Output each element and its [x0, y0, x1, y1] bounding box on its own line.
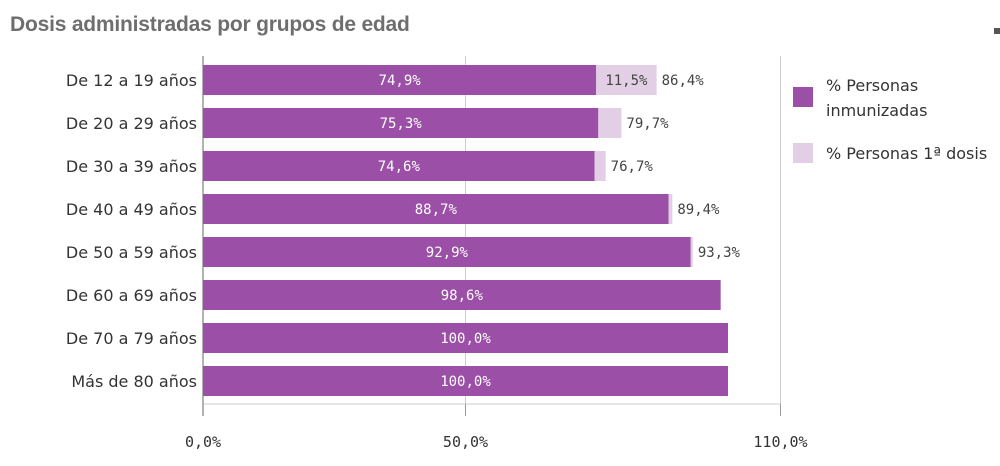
- menu-icon[interactable]: [994, 28, 1000, 34]
- segment-value-label: 11,5%: [605, 73, 648, 89]
- bar-value-label: 100,0%: [440, 374, 491, 390]
- category-label: De 60 a 69 años: [66, 286, 197, 305]
- total-value-label: 79,7%: [626, 116, 669, 132]
- total-value-label: 86,4%: [662, 73, 705, 89]
- bar-value-label: 88,7%: [415, 202, 458, 218]
- x-tick-label: 50,0%: [443, 433, 488, 451]
- bar-inmunizadas[interactable]: [203, 65, 597, 95]
- x-tick-label: 110,0%: [753, 433, 807, 451]
- category-label: De 20 a 29 años: [66, 114, 197, 133]
- bar-primera-dosis[interactable]: [594, 151, 606, 181]
- category-label: Más de 80 años: [71, 372, 197, 391]
- total-value-label: 93,3%: [698, 245, 741, 261]
- bar-inmunizadas[interactable]: [203, 280, 721, 310]
- legend-label-primera-dosis: % Personas 1ª dosis: [826, 144, 987, 163]
- bar-inmunizadas[interactable]: [203, 237, 691, 267]
- legend-label-inmunizadas: % Personas: [826, 76, 918, 95]
- legend-label-inmunizadas-line2: inmunizadas: [826, 101, 927, 120]
- total-value-label: 76,7%: [611, 159, 654, 175]
- bar-inmunizadas[interactable]: [203, 323, 728, 353]
- category-label: De 50 a 59 años: [66, 243, 197, 262]
- chart-title: Dosis administradas por grupos de edad: [10, 13, 410, 36]
- bar-primera-dosis[interactable]: [690, 237, 693, 267]
- bar-primera-dosis[interactable]: [668, 194, 673, 224]
- bar-value-label: 98,6%: [441, 288, 484, 304]
- total-value-label: 89,4%: [677, 202, 720, 218]
- legend-swatch-inmunizadas: [793, 87, 813, 107]
- bar-value-label: 74,6%: [378, 159, 421, 175]
- legend-swatch-primera-dosis: [793, 143, 813, 163]
- category-label: De 70 a 79 años: [66, 329, 197, 348]
- bar-inmunizadas[interactable]: [203, 194, 669, 224]
- bar-primera-dosis[interactable]: [596, 65, 657, 95]
- category-label: De 30 a 39 años: [66, 157, 197, 176]
- bar-inmunizadas[interactable]: [203, 151, 595, 181]
- bar-value-label: 74,9%: [379, 73, 422, 89]
- x-tick-label: 0,0%: [185, 433, 221, 451]
- category-label: De 12 a 19 años: [66, 71, 197, 90]
- bar-inmunizadas[interactable]: [203, 108, 599, 138]
- bar-value-label: 75,3%: [380, 116, 423, 132]
- bar-value-label: 92,9%: [426, 245, 469, 261]
- category-label: De 40 a 49 años: [66, 200, 197, 219]
- bar-primera-dosis[interactable]: [598, 108, 622, 138]
- bar-value-label: 100,0%: [440, 331, 491, 347]
- bar-inmunizadas[interactable]: [203, 366, 728, 396]
